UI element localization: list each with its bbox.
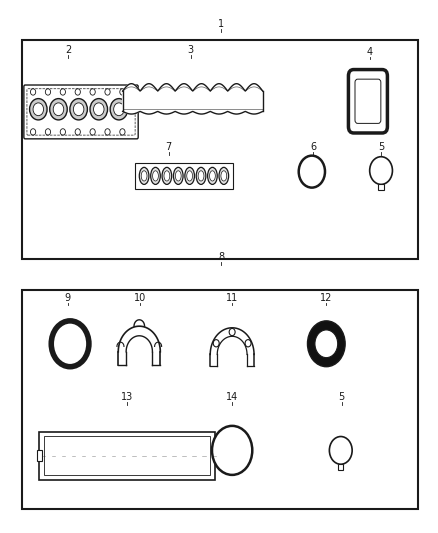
Circle shape [370, 157, 392, 184]
Ellipse shape [209, 171, 215, 181]
Ellipse shape [164, 171, 170, 181]
Text: 14: 14 [226, 392, 238, 402]
Text: 10: 10 [134, 293, 146, 303]
Circle shape [229, 328, 235, 336]
Circle shape [50, 99, 67, 120]
Ellipse shape [162, 167, 172, 184]
Text: 7: 7 [166, 142, 172, 152]
Circle shape [213, 340, 219, 347]
FancyBboxPatch shape [355, 79, 381, 123]
Circle shape [212, 426, 252, 475]
Text: 11: 11 [226, 293, 238, 303]
Text: 3: 3 [187, 45, 194, 55]
Ellipse shape [219, 167, 229, 184]
Circle shape [315, 330, 338, 358]
Circle shape [113, 103, 124, 116]
Ellipse shape [139, 167, 149, 184]
Ellipse shape [152, 171, 159, 181]
Circle shape [329, 437, 352, 464]
Ellipse shape [187, 171, 193, 181]
Text: 2: 2 [65, 45, 71, 55]
Circle shape [46, 128, 50, 135]
Ellipse shape [221, 171, 227, 181]
Circle shape [120, 88, 125, 95]
Circle shape [30, 88, 35, 95]
FancyBboxPatch shape [348, 69, 387, 133]
Circle shape [299, 156, 325, 188]
Circle shape [29, 99, 47, 120]
Circle shape [94, 103, 104, 116]
Text: 5: 5 [339, 392, 345, 402]
Text: 13: 13 [121, 392, 133, 402]
FancyBboxPatch shape [24, 85, 138, 139]
Text: 4: 4 [367, 47, 373, 57]
Text: 1: 1 [218, 19, 224, 29]
Circle shape [60, 128, 66, 135]
Ellipse shape [208, 167, 217, 184]
Circle shape [53, 103, 64, 116]
Circle shape [70, 99, 87, 120]
Text: 9: 9 [65, 293, 71, 303]
Circle shape [245, 340, 251, 347]
Circle shape [90, 88, 95, 95]
Bar [135, 163, 233, 189]
Circle shape [90, 99, 108, 120]
Ellipse shape [185, 167, 194, 184]
Circle shape [60, 88, 66, 95]
Circle shape [105, 88, 110, 95]
Circle shape [110, 99, 128, 120]
Text: 8: 8 [218, 252, 224, 262]
Ellipse shape [173, 167, 183, 184]
Circle shape [51, 321, 89, 367]
Text: 6: 6 [310, 142, 316, 152]
Bar [338, 464, 343, 470]
Circle shape [33, 103, 43, 116]
Ellipse shape [141, 171, 147, 181]
Bar [37, 450, 42, 461]
Bar [39, 432, 215, 480]
Circle shape [105, 128, 110, 135]
Ellipse shape [151, 167, 160, 184]
Circle shape [46, 88, 50, 95]
Bar [22, 290, 418, 509]
Text: 12: 12 [320, 293, 332, 303]
Ellipse shape [198, 171, 204, 181]
Polygon shape [123, 84, 263, 114]
Circle shape [75, 88, 80, 95]
Bar [378, 184, 384, 190]
Text: 5: 5 [378, 142, 384, 152]
Bar [44, 436, 210, 475]
Circle shape [307, 321, 345, 367]
Circle shape [120, 128, 125, 135]
Ellipse shape [196, 167, 206, 184]
Bar [22, 40, 418, 259]
Circle shape [30, 128, 35, 135]
Circle shape [73, 103, 84, 116]
Circle shape [75, 128, 80, 135]
Ellipse shape [175, 171, 181, 181]
Circle shape [90, 128, 95, 135]
